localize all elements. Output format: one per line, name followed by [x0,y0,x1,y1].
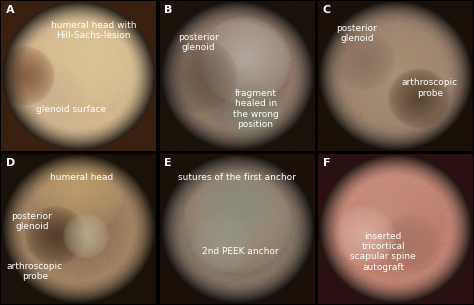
Text: posterior
glenoid: posterior glenoid [11,212,52,231]
Text: 2nd PEEK anchor: 2nd PEEK anchor [202,247,278,256]
Text: fragment
healed in
the wrong
position: fragment healed in the wrong position [233,89,278,129]
Text: E: E [164,158,172,168]
Text: posterior
glenoid: posterior glenoid [337,24,377,43]
Text: arthroscopic
probe: arthroscopic probe [7,262,63,281]
Text: B: B [164,5,173,15]
Text: posterior
glenoid: posterior glenoid [178,33,219,52]
Text: glenoid surface: glenoid surface [36,105,106,113]
Text: arthroscopic
probe: arthroscopic probe [401,78,458,98]
Text: A: A [6,5,14,15]
Text: sutures of the first anchor: sutures of the first anchor [178,173,296,182]
Text: C: C [323,5,331,15]
Text: humeral head with
Hill-Sachs-lesion: humeral head with Hill-Sachs-lesion [51,21,137,41]
Text: F: F [323,158,330,168]
Text: D: D [6,158,15,168]
Text: humeral head: humeral head [50,173,113,182]
Text: inserted
tricortical
scapular spine
autograft: inserted tricortical scapular spine auto… [350,231,416,272]
